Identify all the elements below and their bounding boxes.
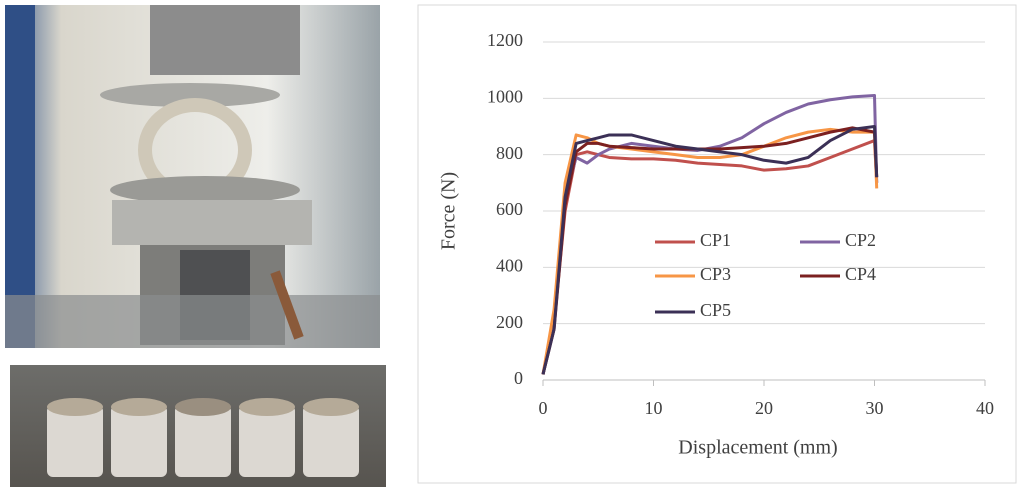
specimens-photo: [10, 365, 386, 487]
x-tick-label: 0: [539, 398, 548, 418]
y-tick-label: 400: [496, 255, 523, 275]
legend-label: CP4: [845, 264, 876, 284]
legend-label: CP1: [700, 230, 731, 250]
y-tick-label: 800: [496, 143, 523, 163]
x-tick-label: 20: [755, 398, 773, 418]
y-tick-label: 600: [496, 199, 523, 219]
x-axis-label: Displacement (mm): [678, 437, 837, 459]
chart-frame: [417, 4, 1017, 484]
legend-label: CP3: [700, 264, 731, 284]
x-tick-label: 30: [866, 398, 884, 418]
legend-label: CP5: [700, 300, 731, 320]
x-tick-label: 40: [976, 398, 994, 418]
y-tick-label: 1200: [487, 30, 523, 50]
legend-label: CP2: [845, 230, 876, 250]
machine-photo: [5, 5, 380, 348]
line-series: [541, 127, 879, 375]
y-tick-label: 200: [496, 312, 523, 332]
line-series: [541, 139, 879, 375]
y-axis-label: Force (N): [438, 172, 460, 250]
y-tick-label: 1000: [487, 86, 523, 106]
y-tick-label: 0: [514, 368, 523, 388]
x-tick-label: 10: [645, 398, 663, 418]
line-series: [541, 125, 879, 375]
